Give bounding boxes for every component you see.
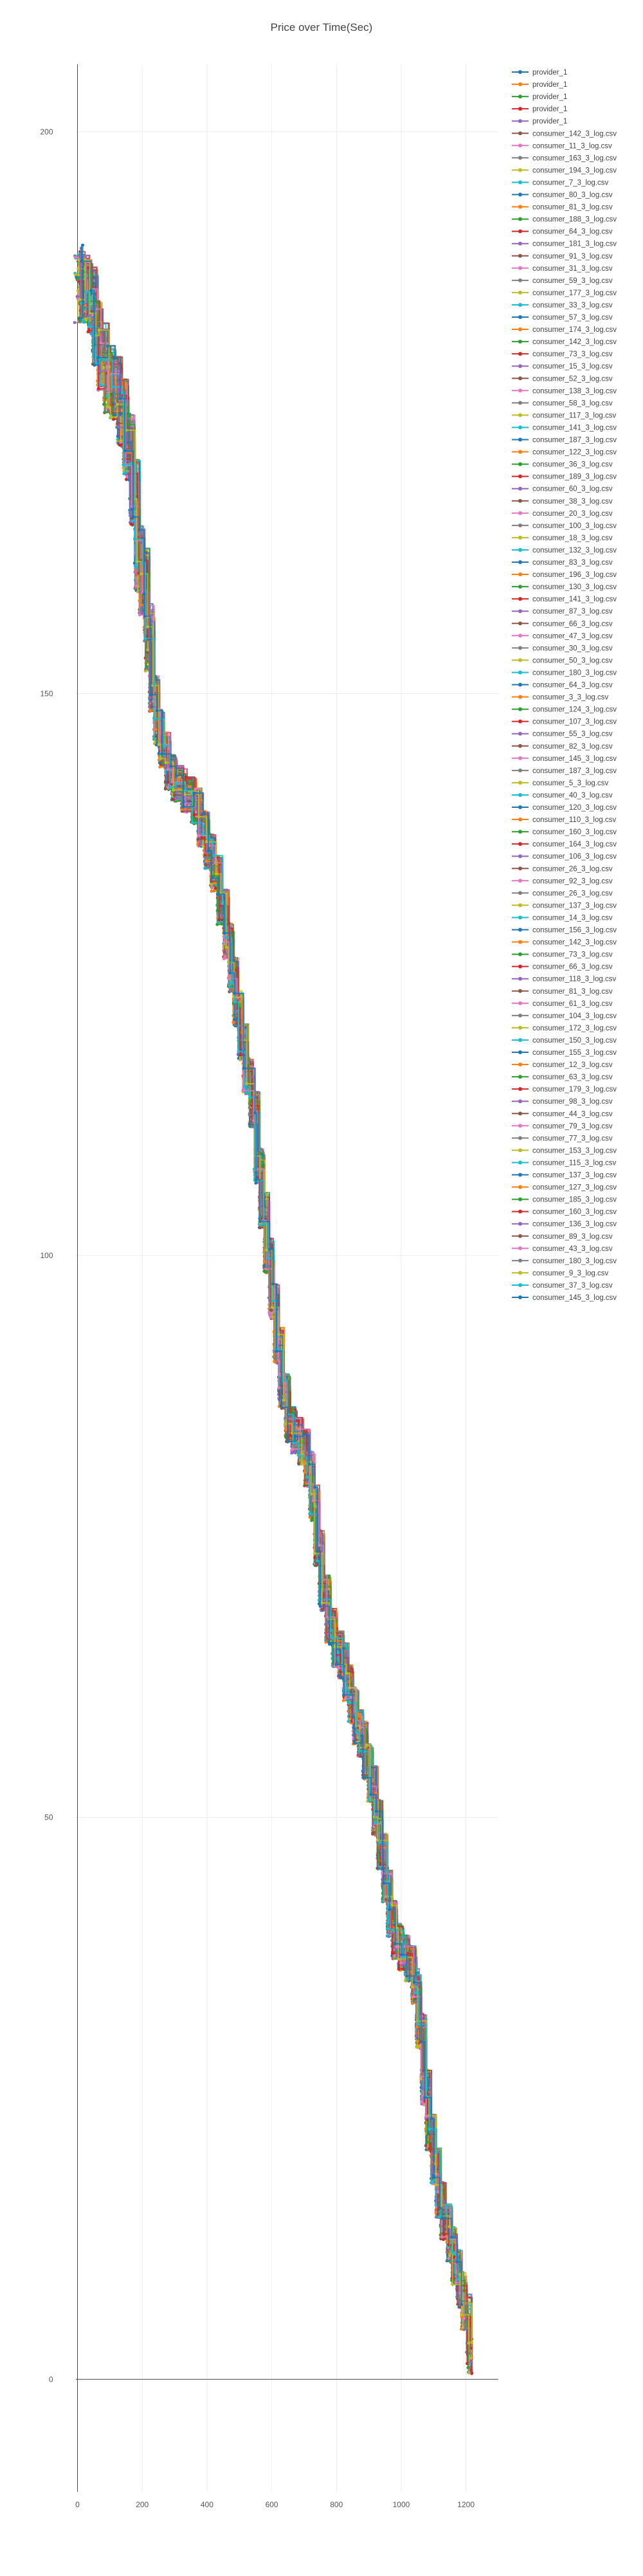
- data-point: [125, 478, 128, 481]
- data-point: [342, 1699, 345, 1703]
- x-tick-label: 600: [266, 2500, 278, 2509]
- data-point: [258, 1227, 262, 1230]
- data-point: [430, 2181, 433, 2184]
- x-tick-label: 1000: [393, 2500, 410, 2509]
- data-point: [116, 438, 120, 441]
- data-point: [112, 417, 115, 421]
- data-point: [420, 2100, 423, 2103]
- y-tick-label: 150: [40, 689, 53, 698]
- data-point: [469, 2360, 473, 2363]
- data-point: [222, 957, 226, 960]
- series-line[interactable]: [74, 256, 462, 2295]
- x-tick-label: 0: [75, 2500, 80, 2509]
- data-point: [467, 2371, 471, 2375]
- x-tick-label: 400: [201, 2500, 213, 2509]
- data-point: [471, 2371, 474, 2375]
- data-point: [388, 1935, 391, 1939]
- x-tick-label: 800: [330, 2500, 343, 2509]
- x-tick-label: 1200: [457, 2500, 475, 2509]
- y-tick-label: 100: [40, 1251, 53, 1260]
- data-point: [470, 2357, 473, 2360]
- x-tick-label: 200: [136, 2500, 149, 2509]
- data-point: [210, 890, 213, 893]
- chart-title: Price over Time(Sec): [271, 21, 373, 33]
- series-lines: [73, 244, 474, 2375]
- y-tick-label: 200: [40, 127, 53, 136]
- y-tick-label: 50: [44, 1813, 53, 1822]
- data-point: [164, 787, 167, 790]
- y-tick-label: 0: [49, 2375, 53, 2384]
- data-point: [74, 256, 77, 259]
- data-point: [73, 321, 77, 324]
